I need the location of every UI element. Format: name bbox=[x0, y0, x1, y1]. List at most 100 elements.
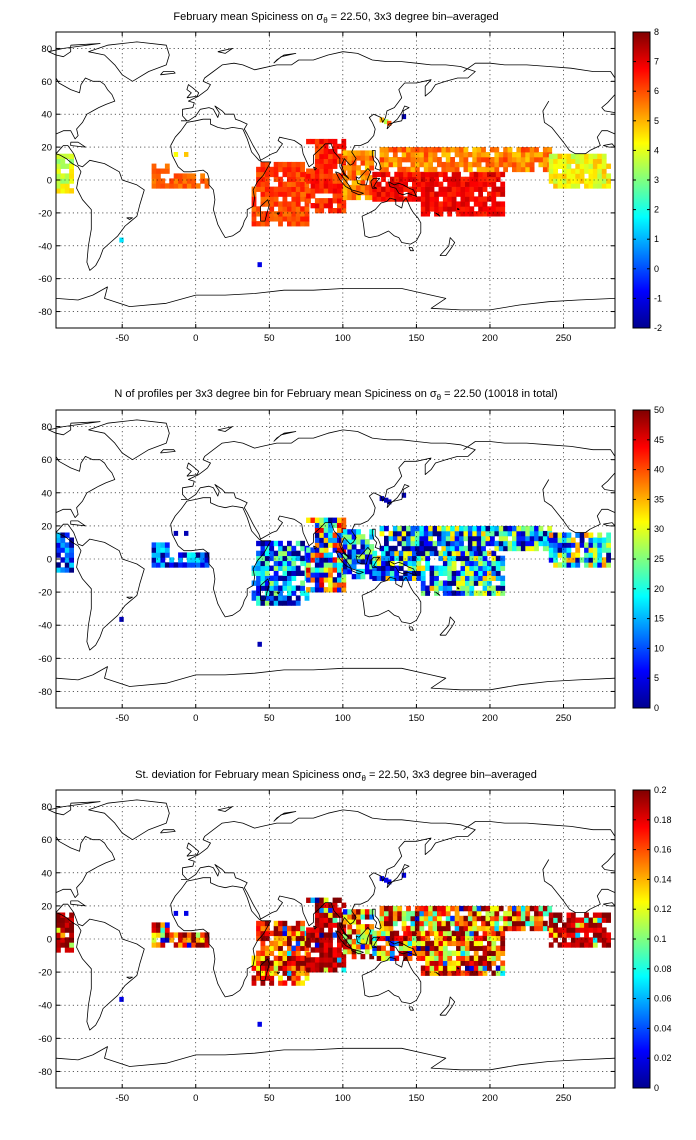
heatmap-cell bbox=[401, 530, 407, 537]
heatmap-cell bbox=[269, 540, 275, 547]
heatmap-cell bbox=[412, 570, 417, 576]
heatmap-cell bbox=[570, 912, 576, 918]
heatmap-cell bbox=[482, 206, 488, 212]
heatmap-cell bbox=[64, 163, 70, 169]
heatmap-cell bbox=[403, 176, 409, 183]
heatmap-cell bbox=[273, 186, 279, 192]
heatmap-cell bbox=[438, 950, 444, 956]
heatmap-cell bbox=[310, 587, 316, 593]
heatmap-cell bbox=[401, 925, 407, 932]
heatmap-cell bbox=[520, 910, 526, 917]
heatmap-cell bbox=[251, 216, 257, 222]
x-tick-label: -50 bbox=[115, 333, 129, 344]
heatmap-cell bbox=[332, 557, 338, 563]
heatmap-cell bbox=[584, 912, 589, 918]
heatmap-cell bbox=[597, 537, 603, 543]
heatmap-cell bbox=[278, 600, 283, 606]
heatmap-cell bbox=[500, 191, 506, 197]
heatmap-cell bbox=[503, 535, 509, 542]
heatmap-cell bbox=[416, 196, 422, 202]
heatmap-cell bbox=[503, 910, 509, 917]
heatmap-cell bbox=[406, 540, 411, 547]
heatmap-cell bbox=[538, 535, 544, 542]
heatmap-cell bbox=[351, 554, 357, 560]
heatmap-cell bbox=[332, 947, 338, 953]
heatmap-cell bbox=[384, 157, 389, 163]
heatmap-cell bbox=[507, 161, 513, 168]
heatmap-cell bbox=[487, 930, 492, 937]
heatmap-cell bbox=[473, 960, 479, 966]
heatmap-cell bbox=[529, 152, 535, 158]
heatmap-cell bbox=[385, 930, 391, 937]
coastline-path bbox=[371, 908, 382, 930]
heatmap-cell bbox=[451, 206, 457, 212]
heatmap-cell bbox=[397, 166, 403, 173]
heatmap-cell bbox=[372, 555, 378, 562]
heatmap-cell bbox=[60, 178, 66, 184]
heatmap-cell bbox=[584, 163, 589, 169]
heatmap-cell bbox=[376, 955, 382, 961]
heatmap-cell bbox=[379, 905, 385, 912]
heatmap-cell bbox=[476, 535, 482, 542]
heatmap-cell bbox=[562, 932, 567, 938]
heatmap-cell bbox=[282, 570, 288, 576]
x-tick-label: -50 bbox=[115, 1093, 129, 1104]
heatmap-cell bbox=[456, 550, 461, 557]
heatmap-cell bbox=[314, 587, 320, 593]
heatmap-cell bbox=[588, 158, 594, 164]
heatmap-cell bbox=[520, 152, 526, 158]
heatmap-cell bbox=[491, 940, 497, 947]
heatmap-cell bbox=[191, 932, 197, 938]
heatmap-cell bbox=[360, 934, 366, 940]
heatmap-cell bbox=[260, 970, 266, 976]
heatmap-cell bbox=[432, 540, 438, 547]
heatmap-cell bbox=[291, 965, 297, 971]
heatmap-cell bbox=[291, 590, 297, 596]
heatmap-cell bbox=[264, 945, 270, 951]
heatmap-cell bbox=[606, 932, 612, 938]
heatmap-cell bbox=[287, 960, 292, 966]
heatmap-cell bbox=[429, 945, 435, 951]
heatmap-cell bbox=[548, 153, 554, 160]
heatmap-cell bbox=[385, 560, 391, 567]
heatmap-cell bbox=[469, 575, 475, 581]
heatmap-cell bbox=[160, 168, 166, 174]
heatmap-cell bbox=[451, 196, 457, 202]
heatmap-cell bbox=[403, 171, 409, 178]
heatmap-cell bbox=[337, 178, 342, 184]
heatmap-cell bbox=[588, 547, 594, 553]
heatmap-cell bbox=[364, 924, 370, 930]
heatmap-cell bbox=[597, 168, 603, 174]
heatmap-cell bbox=[592, 173, 598, 179]
heatmap-cell bbox=[407, 930, 413, 937]
heatmap-cell bbox=[442, 565, 448, 571]
heatmap-cell bbox=[403, 930, 409, 937]
heatmap-cell bbox=[392, 525, 398, 532]
heatmap-cell bbox=[323, 587, 329, 593]
heatmap-cell bbox=[597, 547, 603, 553]
heatmap-cell bbox=[420, 575, 426, 581]
heatmap-cell bbox=[264, 570, 270, 576]
heatmap-cell bbox=[456, 960, 461, 966]
heatmap-cell bbox=[291, 181, 297, 187]
colorbar-tick-label: 0.06 bbox=[654, 994, 672, 1004]
heatmap-cell bbox=[575, 552, 581, 558]
heatmap-cell bbox=[529, 915, 535, 922]
heatmap-cell bbox=[495, 176, 501, 183]
heatmap-cell bbox=[376, 171, 382, 178]
heatmap-cell bbox=[260, 935, 266, 942]
heatmap-cell bbox=[184, 152, 189, 157]
heatmap-cell bbox=[291, 201, 297, 207]
heatmap-cell bbox=[260, 176, 266, 183]
heatmap-cell bbox=[319, 158, 325, 164]
heatmap-cell bbox=[385, 955, 391, 961]
heatmap-cell bbox=[372, 945, 378, 951]
heatmap-cell bbox=[428, 925, 434, 932]
heatmap-cell bbox=[64, 183, 70, 189]
heatmap-cell bbox=[441, 166, 447, 173]
heatmap-cell bbox=[260, 216, 266, 222]
heatmap-cell bbox=[295, 166, 301, 173]
heatmap-cell bbox=[256, 540, 261, 547]
heatmap-cell bbox=[478, 965, 484, 971]
heatmap-cell bbox=[64, 178, 70, 184]
